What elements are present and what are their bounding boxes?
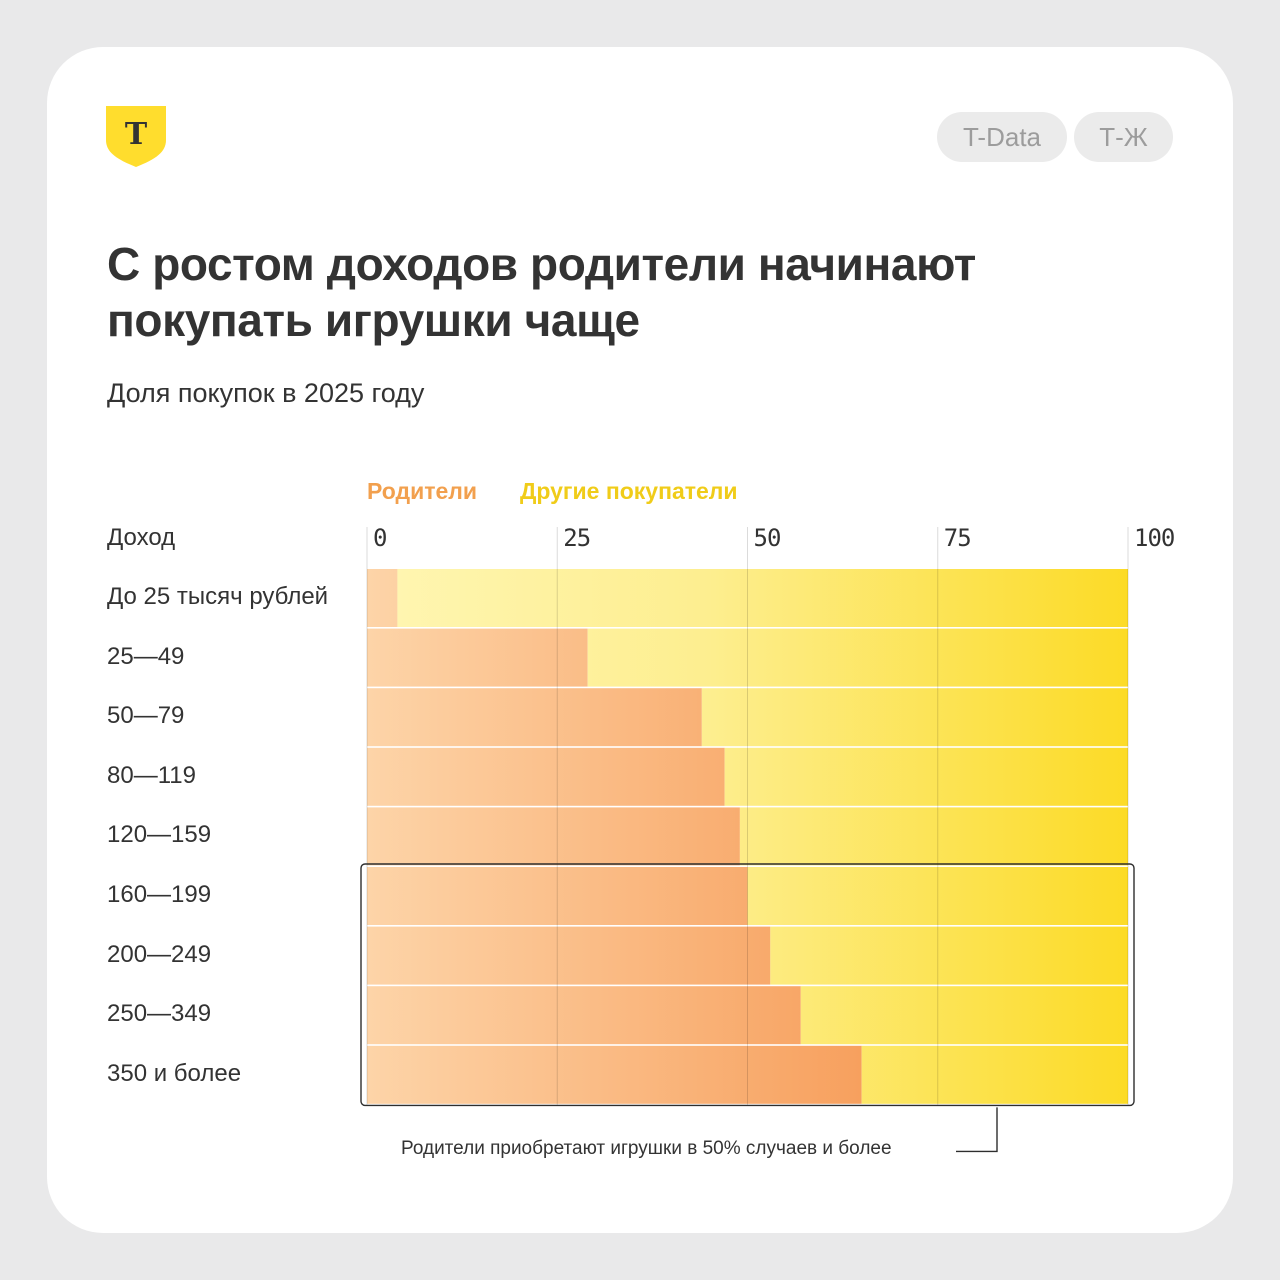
- x-tick-label-75: 75: [943, 524, 972, 552]
- bar-parents-7: [367, 986, 801, 1045]
- t-bank-shield-icon: Т: [106, 106, 166, 167]
- tag-t-data: T-Data: [937, 112, 1067, 162]
- svg-text:Т: Т: [125, 117, 148, 152]
- x-tick-label-25: 25: [563, 524, 591, 552]
- annotation-connector: [956, 1107, 998, 1153]
- bar-other-buyers-4: [739, 807, 1128, 866]
- bar-parents-1: [367, 628, 588, 687]
- legend-parents: Родители: [367, 478, 478, 504]
- bar-parents-8: [367, 1045, 862, 1104]
- category-label-0: До 25 тысяч рублей: [107, 583, 329, 610]
- bar-parents-4: [367, 807, 740, 866]
- category-label-1: 25—49: [107, 642, 185, 670]
- legend-other-buyers: Другие покупатели: [520, 478, 738, 504]
- bar-other-buyers-3: [724, 747, 1128, 806]
- bar-other-buyers-6: [770, 926, 1128, 985]
- bar-parents-0: [367, 569, 398, 627]
- bar-other-buyers-0: [397, 569, 1128, 627]
- bar-other-buyers-7: [800, 986, 1128, 1045]
- bar-parents-5: [367, 867, 748, 925]
- chart-subtitle: Доля покупок в 2025 году: [107, 378, 425, 408]
- x-tick-label-100: 100: [1134, 524, 1175, 552]
- bar-other-buyers-8: [861, 1045, 1128, 1104]
- chart-title: С ростом доходов родители начинают покуп…: [107, 238, 976, 346]
- bar-parents-6: [367, 926, 771, 985]
- annotation-text: Родители приобретают игрушки в 50% случа…: [401, 1138, 892, 1159]
- x-tick-label-50: 50: [753, 524, 782, 552]
- category-label-3: 80—119: [107, 761, 196, 789]
- category-label-4: 120—159: [107, 821, 212, 849]
- category-label-7: 250—349: [107, 1000, 212, 1028]
- tag-t-zh: Т-Ж: [1074, 112, 1173, 162]
- category-label-2: 50—79: [107, 702, 185, 730]
- bar-other-buyers-1: [587, 628, 1128, 687]
- bar-other-buyers-5: [747, 867, 1128, 925]
- bar-other-buyers-2: [701, 688, 1128, 747]
- highlight-bracket: [360, 863, 1135, 1107]
- category-label-8: 350 и более: [107, 1059, 242, 1087]
- category-label-6: 200—249: [107, 940, 212, 968]
- bar-parents-2: [367, 688, 702, 747]
- x-tick-label-0: 0: [373, 524, 387, 552]
- category-axis-label: Доход: [107, 524, 176, 551]
- category-label-5: 160—199: [107, 881, 212, 908]
- bar-parents-3: [367, 747, 725, 806]
